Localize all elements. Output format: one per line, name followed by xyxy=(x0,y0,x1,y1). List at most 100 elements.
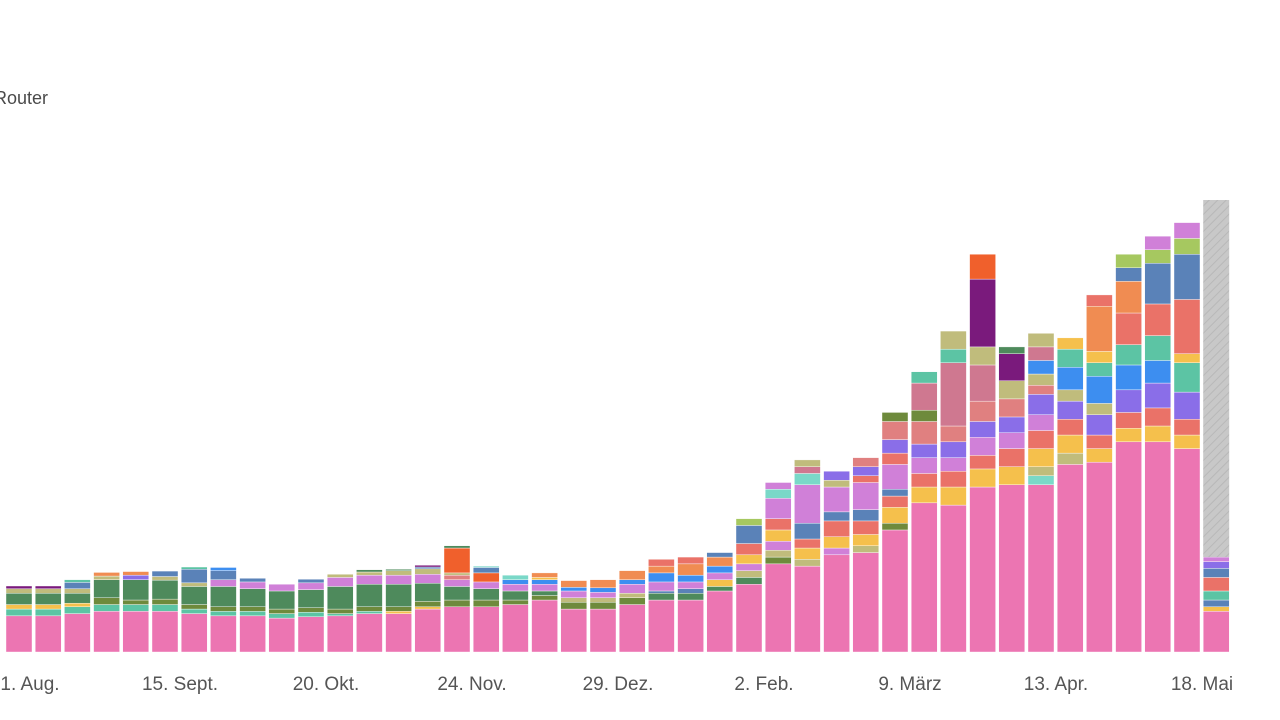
bar-32-segment-8 xyxy=(940,330,967,350)
bar-7-segment-4 xyxy=(210,579,237,587)
bar-4-segment-1 xyxy=(122,604,150,612)
bar-8 xyxy=(239,578,266,653)
bar-38-segment-4 xyxy=(1115,364,1142,391)
bar-28-segment-4 xyxy=(823,511,850,522)
bar-32 xyxy=(940,330,967,653)
bar-36-segment-2 xyxy=(1056,434,1084,454)
bar-15-segment-4 xyxy=(443,574,471,580)
bar-30-segment-9 xyxy=(881,412,909,422)
bar-35-segment-5 xyxy=(1027,414,1055,431)
bar-29-segment-7 xyxy=(852,466,879,476)
bar-24-segment-0 xyxy=(706,590,733,653)
bar-38-segment-2 xyxy=(1115,412,1142,429)
bar-17-segment-4 xyxy=(502,579,529,585)
bar-27-segment-4 xyxy=(794,522,821,540)
bar-3-segment-4 xyxy=(93,575,120,580)
bar-5-segment-5 xyxy=(151,570,179,577)
bar-1-segment-2 xyxy=(35,604,62,610)
x-axis-ticks: 1. Aug. 15. Sept. 20. Okt. 24. Nov. 29. Dez.… xyxy=(0,674,1233,695)
bar-3-segment-5 xyxy=(93,572,120,577)
bar-13-segment-0 xyxy=(385,613,412,653)
bar-35-segment-10 xyxy=(1027,346,1055,361)
bar-2-segment-2 xyxy=(64,602,91,608)
bar-23-segment-5 xyxy=(677,563,704,576)
bar-14-segment-0 xyxy=(414,608,441,653)
bar-16-segment-1 xyxy=(473,599,500,608)
bar-22-segment-6 xyxy=(648,559,675,567)
bar-26-segment-0 xyxy=(765,563,792,653)
bar-41-segment-5 xyxy=(1202,568,1230,578)
bar-31-segment-1 xyxy=(911,486,938,504)
bar-35-segment-3 xyxy=(1027,448,1055,467)
bar-19-segment-3 xyxy=(560,590,587,598)
bar-37-segment-8 xyxy=(1086,306,1113,352)
bar-41-incomplete-segment xyxy=(1203,200,1230,558)
bar-39-segment-8 xyxy=(1144,249,1172,264)
bar-33 xyxy=(969,254,996,653)
bar-7-segment-0 xyxy=(210,615,237,653)
bar-35-segment-9 xyxy=(1027,360,1055,375)
bar-1-segment-5 xyxy=(35,585,62,589)
bar-1-segment-3 xyxy=(35,593,62,605)
bar-15 xyxy=(443,545,471,653)
bar-20-segment-0 xyxy=(589,608,617,653)
bar-7-segment-1 xyxy=(210,611,237,617)
bar-11 xyxy=(327,574,354,653)
bar-41-segment-4 xyxy=(1202,577,1230,592)
bar-32-segment-7 xyxy=(940,348,967,363)
bar-12-segment-0 xyxy=(356,613,383,653)
bar-41-segment-6 xyxy=(1202,561,1230,569)
bar-27-segment-0 xyxy=(794,565,821,653)
bar-11-segment-5 xyxy=(327,574,354,578)
bar-15-segment-1 xyxy=(443,599,471,608)
bar-24-segment-4 xyxy=(706,565,733,574)
bar-26-segment-6 xyxy=(765,498,792,519)
bar-16 xyxy=(473,565,500,653)
bar-37-segment-2 xyxy=(1086,434,1113,449)
bar-36 xyxy=(1056,337,1084,653)
bar-34-segment-3 xyxy=(998,432,1025,449)
bar-11-segment-0 xyxy=(327,615,354,653)
bar-9-segment-4 xyxy=(268,584,295,592)
bar-10-segment-0 xyxy=(297,616,325,653)
bar-17-segment-0 xyxy=(502,604,529,653)
x-tick-label: 13. Apr. xyxy=(1024,674,1088,695)
bar-32-segment-5 xyxy=(940,425,967,443)
bar-38-segment-8 xyxy=(1115,267,1142,282)
bar-29-segment-2 xyxy=(852,534,879,546)
bar-14 xyxy=(414,565,441,653)
bar-33-segment-4 xyxy=(969,421,996,438)
bar-24 xyxy=(706,552,733,653)
bar-13-segment-4 xyxy=(385,574,412,585)
bar-35-segment-2 xyxy=(1027,466,1055,476)
bar-14-segment-5 xyxy=(414,568,441,575)
bar-22-segment-3 xyxy=(648,581,675,592)
bar-25-segment-0 xyxy=(735,584,763,653)
bar-27-segment-7 xyxy=(794,466,821,474)
bar-12 xyxy=(356,569,383,653)
bar-30-segment-0 xyxy=(881,529,909,653)
bar-36-segment-3 xyxy=(1056,419,1084,436)
bar-27-segment-3 xyxy=(794,538,821,549)
bar-19-segment-5 xyxy=(560,580,587,588)
bar-22-segment-5 xyxy=(648,565,675,574)
bar-13-segment-2 xyxy=(385,606,412,612)
bar-10-segment-4 xyxy=(297,582,325,590)
bar-0-segment-0 xyxy=(5,615,33,653)
bar-28-segment-0 xyxy=(823,554,850,653)
bar-11-segment-1 xyxy=(327,613,354,617)
bar-40-segment-8 xyxy=(1173,238,1201,255)
bar-5-segment-0 xyxy=(151,611,179,653)
bar-17-segment-5 xyxy=(502,574,529,580)
bar-1-segment-4 xyxy=(35,588,62,594)
bar-35-segment-0 xyxy=(1027,484,1055,653)
bar-8-segment-2 xyxy=(239,606,266,612)
bar-29-segment-0 xyxy=(852,552,879,653)
bar-16-segment-3 xyxy=(473,581,500,589)
bar-10 xyxy=(297,579,325,653)
bar-12-segment-1 xyxy=(356,611,383,614)
bar-40-segment-7 xyxy=(1173,254,1201,300)
bar-29-segment-5 xyxy=(852,482,879,510)
bar-29-segment-1 xyxy=(852,545,879,553)
